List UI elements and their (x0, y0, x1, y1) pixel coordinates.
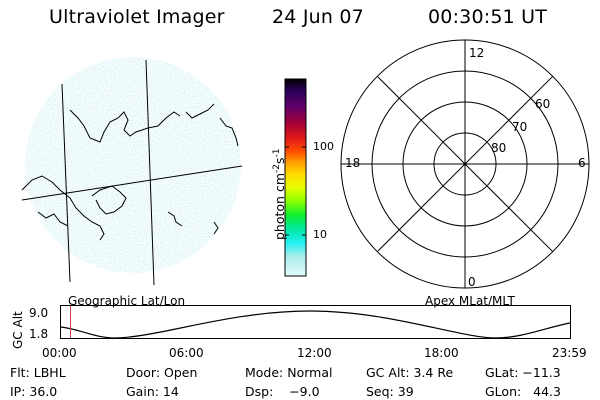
colorbar-unit-label: photon cm-2s-1 (272, 148, 288, 240)
altitude-xtick-1800: 18:00 (424, 346, 459, 360)
info-seq: Seq: 39 (366, 384, 414, 399)
mlt-label-18: 18 (345, 156, 361, 170)
geographic-caption: Geographic Lat/Lon (68, 294, 186, 308)
info-glon: GLon: 44.3 (485, 384, 561, 399)
mlt-label-6: 6 (578, 156, 586, 170)
altitude-xtick-0600: 06:00 (169, 346, 204, 360)
polar-diagonal-b (376, 75, 554, 253)
altitude-xtick-1200: 12:00 (297, 346, 332, 360)
graticule-lines (21, 59, 243, 286)
altitude-xtick-2359: 23:59 (552, 346, 587, 360)
colorbar (284, 78, 307, 277)
mlat-label-60: 60 (535, 97, 551, 111)
altitude-ylabel: GC Alt (11, 311, 25, 349)
mlat-label-70: 70 (512, 120, 528, 134)
colorbar-tick-10: 10 (313, 228, 327, 241)
uv-emission-disc (25, 57, 241, 273)
apex-caption: Apex MLat/MLT (425, 294, 515, 308)
info-glat: GLat: −11.3 (485, 365, 561, 380)
altitude-tick-1-8: 1.8 (29, 327, 49, 341)
info-mode: Mode: Normal (245, 365, 333, 380)
info-dsp: Dsp: −9.0 (245, 384, 320, 399)
mlt-label-0: 0 (468, 275, 476, 289)
altitude-tick-9: 9.0 (29, 306, 49, 320)
apex-polar-grid (340, 39, 590, 289)
altitude-plot-frame (60, 305, 571, 339)
altitude-plot (60, 305, 571, 339)
info-ip: IP: 36.0 (10, 384, 58, 399)
info-door: Door: Open (126, 365, 198, 380)
info-gain: Gain: 14 (126, 384, 179, 399)
mlat-label-80: 80 (491, 141, 507, 155)
info-gc-alt: GC Alt: 3.4 Re (366, 365, 454, 380)
image-date: 24 Jun 07 (272, 6, 364, 28)
image-time: 00:30:51 UT (428, 6, 548, 28)
info-filter: Flt: LBHL (10, 365, 66, 380)
geographic-image-panel (21, 57, 243, 286)
colorbar-gradient (284, 78, 307, 277)
colorbar-tick-100: 100 (313, 140, 334, 153)
orbit-altitude-curve (60, 310, 571, 339)
instrument-title: Ultraviolet Imager (49, 6, 225, 28)
altitude-xtick-0000: 00:00 (42, 346, 77, 360)
coastline-overlay (21, 103, 239, 241)
mlt-label-12: 12 (469, 46, 485, 60)
